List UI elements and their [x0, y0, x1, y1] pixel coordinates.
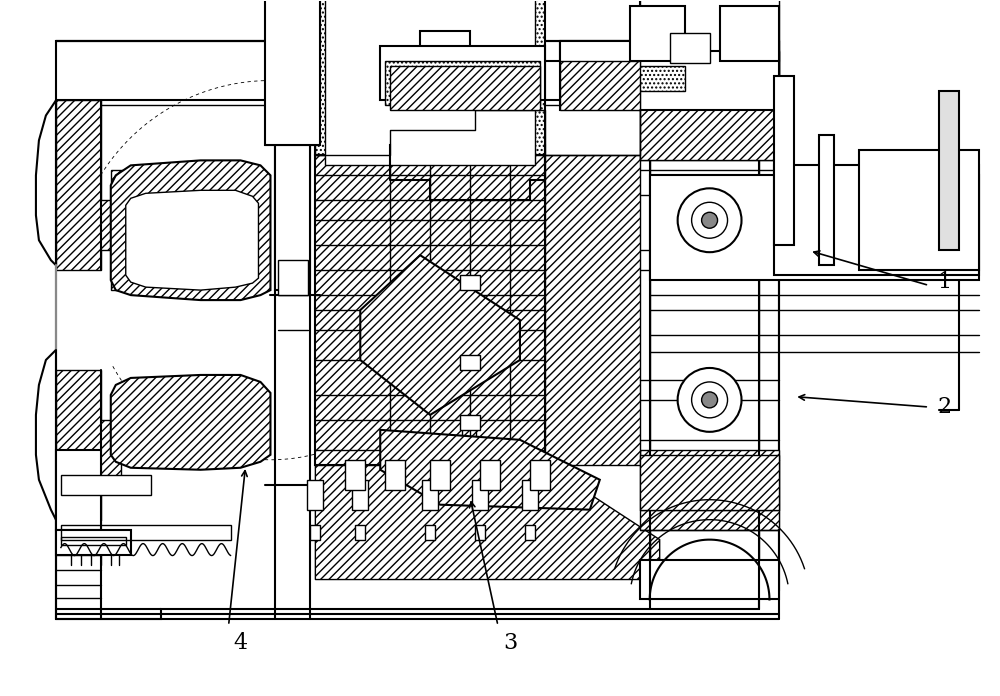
Bar	[390, 65, 540, 111]
Bar	[325, 0, 535, 166]
Bar	[859, 150, 979, 270]
Bar	[385, 460, 405, 490]
Text: 3: 3	[503, 632, 517, 654]
Bar	[819, 136, 834, 265]
Circle shape	[692, 382, 728, 418]
Bar	[307, 480, 323, 509]
Polygon shape	[545, 155, 640, 465]
Bar	[56, 530, 131, 555]
Polygon shape	[380, 430, 600, 509]
Bar	[420, 31, 470, 61]
Bar	[939, 90, 959, 250]
Bar	[268, 79, 318, 109]
Bar	[670, 33, 710, 63]
Bar	[345, 460, 365, 490]
Bar	[278, 260, 308, 295]
Circle shape	[692, 203, 728, 238]
Polygon shape	[111, 375, 270, 470]
Bar	[640, 450, 779, 530]
Bar	[774, 166, 979, 275]
Bar	[475, 525, 485, 539]
Bar	[430, 460, 450, 490]
Bar	[640, 51, 779, 111]
Bar	[56, 450, 101, 530]
Polygon shape	[111, 160, 270, 300]
Bar	[640, 0, 779, 160]
Bar	[61, 475, 151, 495]
Bar	[385, 61, 540, 106]
Bar	[460, 355, 480, 370]
Bar	[630, 6, 685, 61]
Bar	[61, 525, 231, 539]
Polygon shape	[56, 100, 121, 270]
Polygon shape	[360, 255, 520, 415]
Circle shape	[678, 368, 742, 432]
Bar	[720, 6, 779, 61]
Bar	[61, 537, 126, 544]
Bar	[560, 61, 640, 111]
Bar	[640, 51, 779, 111]
Bar	[640, 560, 779, 599]
Bar	[315, 0, 545, 155]
Polygon shape	[315, 465, 660, 580]
Bar	[630, 65, 685, 90]
Bar	[460, 415, 480, 430]
Bar	[640, 454, 779, 509]
Bar	[525, 525, 535, 539]
Text: 2: 2	[937, 396, 951, 418]
Bar	[522, 480, 538, 509]
Bar	[121, 180, 221, 280]
Bar	[352, 480, 368, 509]
Bar	[640, 0, 779, 111]
Circle shape	[702, 212, 718, 228]
Circle shape	[678, 189, 742, 252]
Bar	[265, 0, 320, 145]
Polygon shape	[56, 40, 779, 619]
Bar	[111, 171, 241, 290]
Bar	[472, 480, 488, 509]
Bar	[310, 525, 320, 539]
Circle shape	[702, 392, 718, 408]
Text: 1: 1	[937, 271, 951, 293]
Bar	[480, 460, 500, 490]
Polygon shape	[315, 155, 545, 465]
Bar	[422, 480, 438, 509]
Bar	[275, 145, 310, 290]
Bar	[425, 525, 435, 539]
Text: 4: 4	[233, 632, 248, 654]
Polygon shape	[56, 370, 121, 520]
Polygon shape	[126, 190, 258, 290]
Bar	[355, 525, 365, 539]
Bar	[380, 46, 545, 100]
Bar	[650, 175, 979, 280]
Bar	[640, 106, 779, 160]
Bar	[774, 76, 794, 245]
Bar	[270, 0, 320, 100]
Bar	[460, 275, 480, 290]
Bar	[560, 40, 640, 111]
Bar	[530, 460, 550, 490]
